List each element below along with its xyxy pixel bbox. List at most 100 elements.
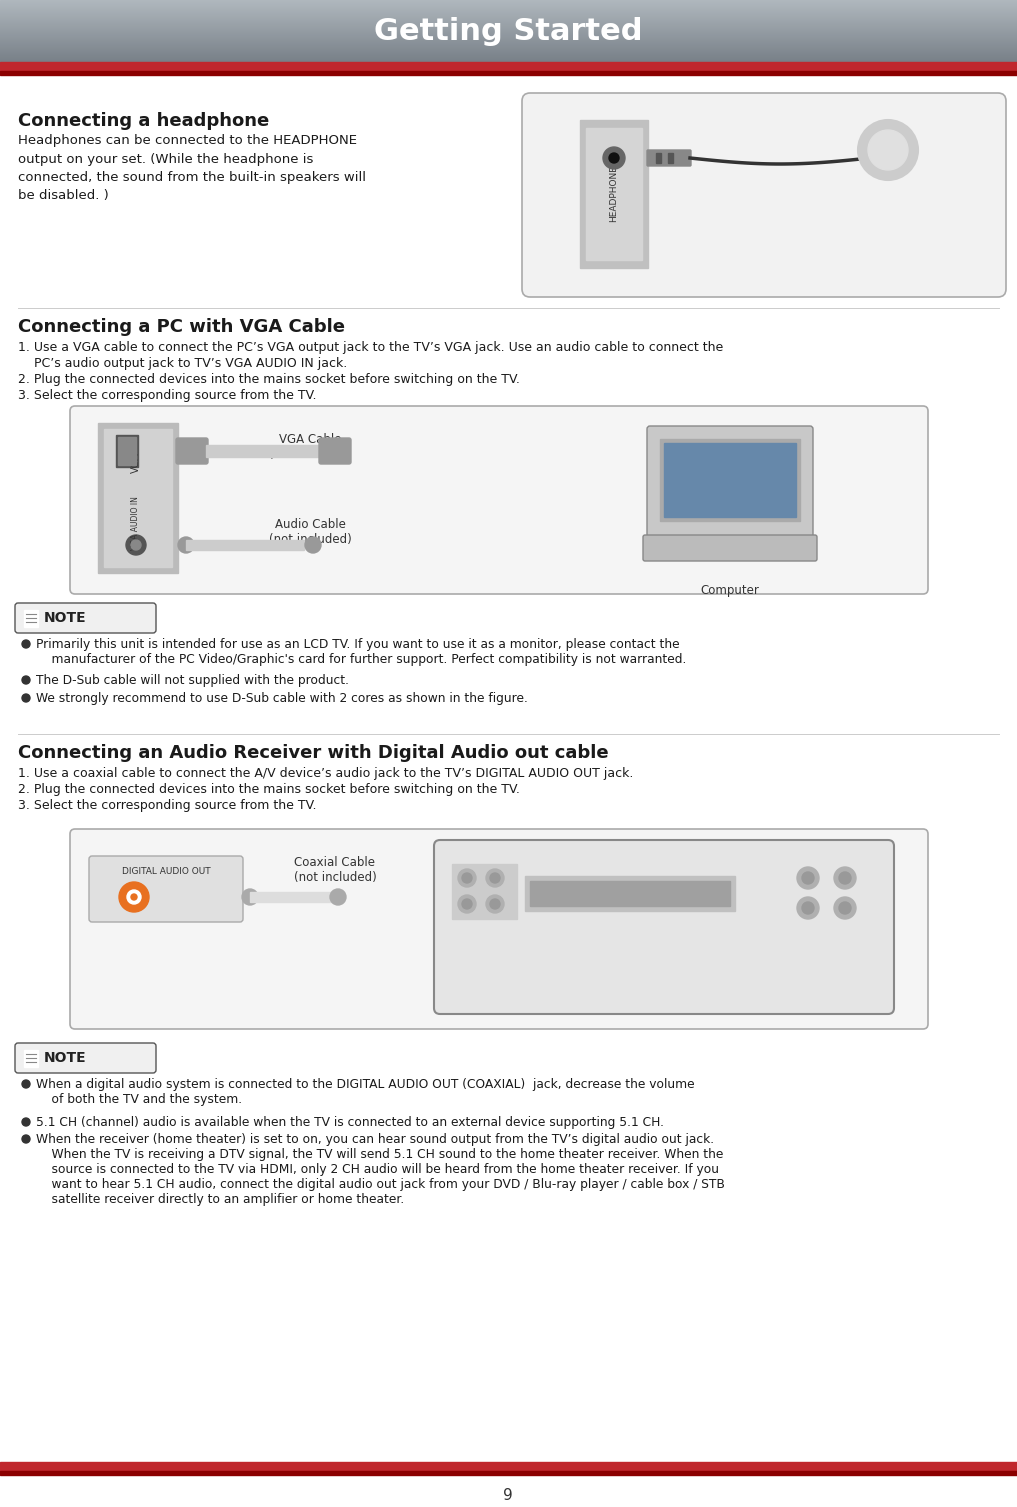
Circle shape	[858, 121, 918, 179]
Bar	[24, 610, 38, 627]
Circle shape	[462, 900, 472, 909]
Circle shape	[868, 130, 908, 170]
Circle shape	[22, 677, 29, 684]
Bar	[104, 429, 172, 567]
Circle shape	[834, 897, 856, 919]
Circle shape	[609, 154, 619, 163]
Text: VGA AUDIO IN: VGA AUDIO IN	[131, 496, 140, 550]
Bar	[452, 864, 517, 919]
Bar	[24, 610, 38, 627]
Text: Audio Cable
(not included): Audio Cable (not included)	[268, 518, 352, 546]
Bar	[530, 882, 730, 906]
Circle shape	[834, 867, 856, 889]
Circle shape	[462, 873, 472, 883]
Bar	[586, 128, 642, 261]
Text: 2. Plug the connected devices into the mains socket before switching on the TV.: 2. Plug the connected devices into the m…	[18, 784, 520, 796]
Bar	[118, 437, 136, 466]
Text: 2. Plug the connected devices into the mains socket before switching on the TV.: 2. Plug the connected devices into the m…	[18, 374, 520, 386]
Text: The D-Sub cable will not supplied with the product.: The D-Sub cable will not supplied with t…	[36, 674, 349, 687]
Text: VGA Cable
(not included): VGA Cable (not included)	[268, 433, 352, 461]
Circle shape	[802, 903, 814, 915]
Circle shape	[797, 867, 819, 889]
FancyBboxPatch shape	[70, 829, 928, 1029]
Bar	[24, 1050, 38, 1067]
Circle shape	[22, 640, 29, 648]
Circle shape	[127, 891, 141, 904]
Circle shape	[178, 536, 194, 553]
Text: DIGITAL AUDIO OUT: DIGITAL AUDIO OUT	[122, 867, 211, 876]
Bar	[660, 439, 800, 521]
Circle shape	[603, 148, 625, 169]
Text: Connecting a PC with VGA Cable: Connecting a PC with VGA Cable	[18, 318, 345, 336]
FancyBboxPatch shape	[15, 1043, 156, 1073]
Text: NOTE: NOTE	[44, 1050, 86, 1065]
Text: HEADPHONE: HEADPHONE	[609, 166, 618, 223]
Circle shape	[486, 895, 504, 913]
Circle shape	[490, 900, 500, 909]
Text: We strongly recommend to use D-Sub cable with 2 cores as shown in the figure.: We strongly recommend to use D-Sub cable…	[36, 692, 528, 705]
Circle shape	[305, 536, 321, 553]
Circle shape	[22, 1135, 29, 1142]
Circle shape	[458, 895, 476, 913]
Text: Coaxial Cable
(not included): Coaxial Cable (not included)	[294, 856, 376, 885]
Text: 1. Use a VGA cable to connect the PC’s VGA output jack to the TV’s VGA jack. Use: 1. Use a VGA cable to connect the PC’s V…	[18, 341, 723, 354]
Circle shape	[22, 1081, 29, 1088]
Bar	[24, 1050, 38, 1067]
FancyBboxPatch shape	[647, 151, 691, 166]
Bar	[0, 62, 1017, 71]
FancyBboxPatch shape	[89, 856, 243, 922]
FancyBboxPatch shape	[643, 535, 817, 561]
Bar	[580, 121, 648, 268]
Circle shape	[131, 540, 141, 550]
Text: NOTE: NOTE	[44, 610, 86, 625]
Circle shape	[22, 1118, 29, 1126]
Bar	[525, 876, 735, 912]
Circle shape	[490, 873, 500, 883]
Bar	[186, 540, 304, 550]
Bar	[664, 443, 796, 517]
Circle shape	[839, 903, 851, 915]
Circle shape	[330, 889, 346, 906]
Text: Connecting a headphone: Connecting a headphone	[18, 112, 270, 130]
Text: 9: 9	[503, 1487, 513, 1502]
Bar	[656, 154, 661, 163]
Text: When the receiver (home theater) is set to on, you can hear sound output from th: When the receiver (home theater) is set …	[36, 1133, 725, 1206]
Circle shape	[131, 894, 137, 900]
FancyBboxPatch shape	[522, 93, 1006, 297]
Bar	[0, 71, 1017, 75]
Text: 3. Select the corresponding source from the TV.: 3. Select the corresponding source from …	[18, 799, 316, 812]
Text: Primarily this unit is intended for use as an LCD TV. If you want to use it as a: Primarily this unit is intended for use …	[36, 637, 686, 666]
Bar	[668, 154, 673, 163]
Circle shape	[458, 870, 476, 888]
Circle shape	[242, 889, 258, 906]
Text: Connecting an Audio Receiver with Digital Audio out cable: Connecting an Audio Receiver with Digita…	[18, 744, 608, 763]
Bar	[98, 423, 178, 573]
Text: When a digital audio system is connected to the DIGITAL AUDIO OUT (COAXIAL)  jac: When a digital audio system is connected…	[36, 1078, 695, 1106]
Text: VGA: VGA	[131, 452, 141, 473]
Text: Getting Started: Getting Started	[374, 17, 643, 45]
Circle shape	[797, 897, 819, 919]
FancyBboxPatch shape	[176, 439, 208, 464]
FancyBboxPatch shape	[70, 405, 928, 594]
Text: 5.1 CH (channel) audio is available when the TV is connected to an external devi: 5.1 CH (channel) audio is available when…	[36, 1117, 664, 1129]
Circle shape	[486, 870, 504, 888]
FancyBboxPatch shape	[319, 439, 351, 464]
Text: Headphones can be connected to the HEADPHONE
output on your set. (While the head: Headphones can be connected to the HEADP…	[18, 134, 366, 202]
FancyBboxPatch shape	[647, 426, 813, 540]
Text: Computer: Computer	[701, 585, 760, 597]
FancyBboxPatch shape	[434, 839, 894, 1014]
Circle shape	[839, 873, 851, 885]
FancyBboxPatch shape	[15, 603, 156, 633]
Circle shape	[22, 695, 29, 702]
Bar	[0, 1462, 1017, 1471]
Circle shape	[119, 882, 149, 912]
Text: 1. Use a coaxial cable to connect the A/V device’s audio jack to the TV’s DIGITA: 1. Use a coaxial cable to connect the A/…	[18, 767, 634, 781]
Bar	[250, 892, 335, 903]
Bar	[116, 436, 138, 467]
Bar	[206, 445, 321, 457]
Circle shape	[802, 873, 814, 885]
Circle shape	[126, 535, 146, 555]
Text: PC’s audio output jack to TV’s VGA AUDIO IN jack.: PC’s audio output jack to TV’s VGA AUDIO…	[18, 357, 347, 371]
Text: 3. Select the corresponding source from the TV.: 3. Select the corresponding source from …	[18, 389, 316, 402]
Bar	[0, 1471, 1017, 1475]
